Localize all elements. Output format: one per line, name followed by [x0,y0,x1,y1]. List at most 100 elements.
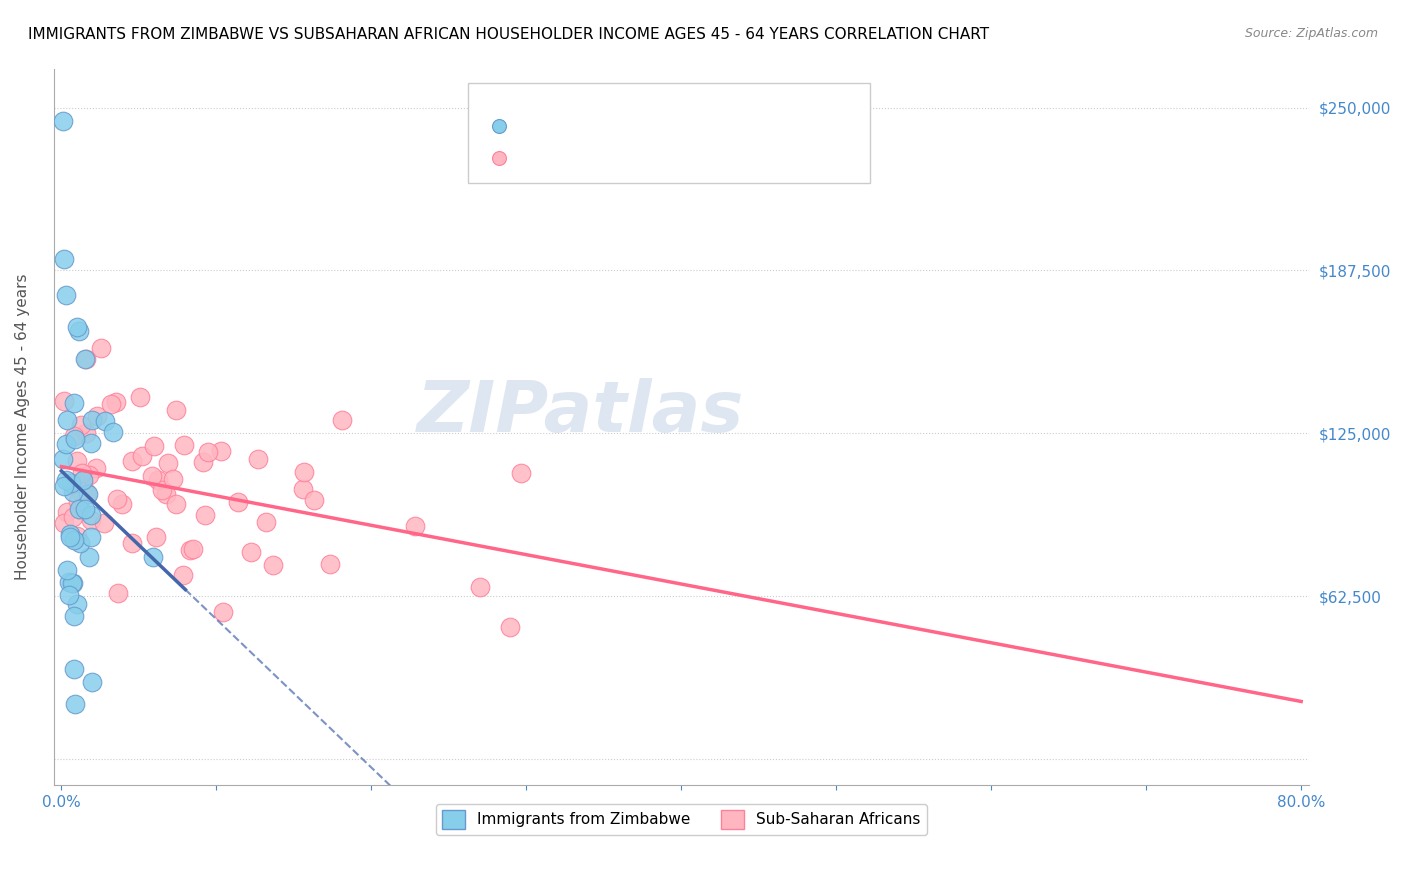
Point [247,452,270,467]
Point [56,563,79,577]
Point [55,288,77,302]
Point [107,585,129,599]
Point [75,352,97,367]
Point [262,558,284,573]
Point [84,460,107,475]
Point [93,516,115,530]
Point [172,568,194,582]
Point [53,516,76,530]
Point [80,436,103,450]
Point [66,320,89,334]
Point [63,432,86,446]
Text: Source: ZipAtlas.com: Source: ZipAtlas.com [1244,27,1378,40]
Point [77,549,100,564]
Text: R =  -0.602   N = 66: R = -0.602 N = 66 [520,151,675,166]
Point [62,576,84,591]
Point [194,508,217,522]
Text: ZIPatlas: ZIPatlas [418,378,745,447]
Point [59,530,82,544]
Point [55,437,77,451]
Point [63,428,86,442]
Point [72,475,94,489]
Point [76,486,98,500]
Point [104,395,127,409]
Text: IMMIGRANTS FROM ZIMBABWE VS SUBSAHARAN AFRICAN HOUSEHOLDER INCOME AGES 45 - 64 Y: IMMIGRANTS FROM ZIMBABWE VS SUBSAHARAN A… [28,27,990,42]
Point [468,580,491,594]
Point [90,341,112,355]
Point [75,425,97,440]
Point [510,466,533,480]
Point [291,482,314,496]
Point [59,527,82,541]
Point [254,515,277,529]
Point [240,545,263,559]
Point [111,497,134,511]
Point [80,508,103,522]
Point [63,533,86,547]
Point [121,535,143,549]
Point [73,502,96,516]
Point [55,505,77,519]
Point [63,697,86,711]
Point [165,497,187,511]
Point [94,414,117,428]
Point [60,475,83,490]
Point [58,574,80,589]
Point [67,501,90,516]
Point [209,444,232,458]
Point [162,472,184,486]
Point [191,455,214,469]
Point [141,469,163,483]
Point [105,491,128,506]
Point [155,487,177,501]
Point [600,752,623,766]
Point [165,403,187,417]
Point [142,549,165,564]
Point [58,588,80,602]
Point [131,449,153,463]
Point [60,576,83,591]
Point [80,513,103,527]
Point [70,417,93,432]
Point [67,494,90,508]
Point [73,352,96,367]
Point [77,468,100,483]
Point [52,452,75,467]
Point [70,474,93,488]
Point [150,483,173,498]
Point [67,324,90,338]
Y-axis label: Householder Income Ages 45 - 64 years: Householder Income Ages 45 - 64 years [15,274,30,580]
Point [77,487,100,501]
Point [69,536,91,550]
Point [121,454,143,468]
Point [145,530,167,544]
Point [70,503,93,517]
Point [226,495,249,509]
Point [55,473,77,487]
Point [103,425,125,439]
Point [67,483,90,497]
Point [181,541,204,556]
Point [82,675,104,690]
Point [80,530,103,544]
Point [52,113,75,128]
Point [56,413,79,427]
Point [80,413,103,427]
Point [52,479,75,493]
Point [148,473,170,487]
Point [156,456,179,470]
Point [128,390,150,404]
Point [302,493,325,508]
Point [63,609,86,624]
Point [173,438,195,452]
Point [404,519,426,533]
Point [72,473,94,487]
Point [499,620,522,634]
Point [66,454,89,468]
Point [53,252,76,266]
Point [100,397,122,411]
Point [600,752,623,766]
Point [179,542,201,557]
Point [66,529,89,543]
Point [330,413,353,427]
